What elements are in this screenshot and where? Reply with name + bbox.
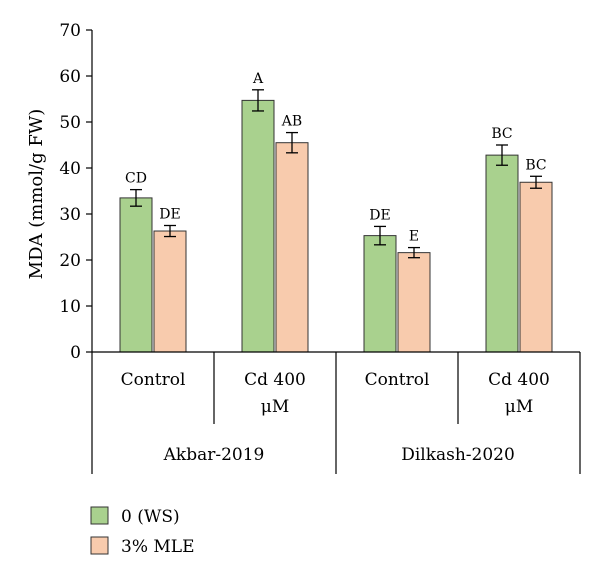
axes: 0 10 20 30 40 50 60 70 MDA (mmol/g FW) <box>26 21 92 363</box>
x-category-label: Control <box>365 370 430 390</box>
bar-label: BC <box>491 126 512 142</box>
x-axis-categories: Control Cd 400 μM Akbar-2019 Control Cd 400 μM… <box>92 352 580 474</box>
legend: 0 (WS) 3% MLE <box>91 507 194 557</box>
y-tick-label: 50 <box>59 113 81 133</box>
bar <box>398 253 430 352</box>
y-tick-label: 20 <box>59 251 81 271</box>
y-tick-label: 30 <box>59 205 81 225</box>
bar-label: BC <box>525 157 546 173</box>
y-tick-label: 10 <box>59 297 81 317</box>
legend-swatch <box>91 507 108 524</box>
bar <box>520 182 552 352</box>
bar <box>242 100 274 352</box>
bar-label: DE <box>159 207 180 223</box>
bar <box>276 143 308 352</box>
y-axis-title: MDA (mmol/g FW) <box>26 109 47 280</box>
bar-label: A <box>252 71 264 87</box>
bar <box>364 236 396 352</box>
bar <box>486 155 518 352</box>
bar-label: CD <box>125 171 147 187</box>
x-group-label: Akbar-2019 <box>163 445 265 465</box>
legend-swatch <box>91 537 108 554</box>
x-category-label: Cd 400 μM <box>244 370 306 417</box>
bar <box>154 231 186 352</box>
bar-label: AB <box>281 114 302 130</box>
legend-label: 3% MLE <box>121 537 194 557</box>
y-tick-label: 60 <box>59 67 81 87</box>
bars: CD DE A AB DE E BC BC <box>120 71 552 352</box>
bar-label: DE <box>369 207 390 223</box>
y-tick-label: 70 <box>59 21 81 41</box>
legend-label: 0 (WS) <box>121 507 180 527</box>
bar <box>120 198 152 352</box>
y-tick-label: 0 <box>70 343 81 363</box>
bar-label: E <box>409 229 419 245</box>
y-tick-label: 40 <box>59 159 81 179</box>
x-category-label: Cd 400 μM <box>488 370 550 417</box>
x-category-label: Control <box>121 370 186 390</box>
x-group-label: Dilkash-2020 <box>401 445 515 465</box>
